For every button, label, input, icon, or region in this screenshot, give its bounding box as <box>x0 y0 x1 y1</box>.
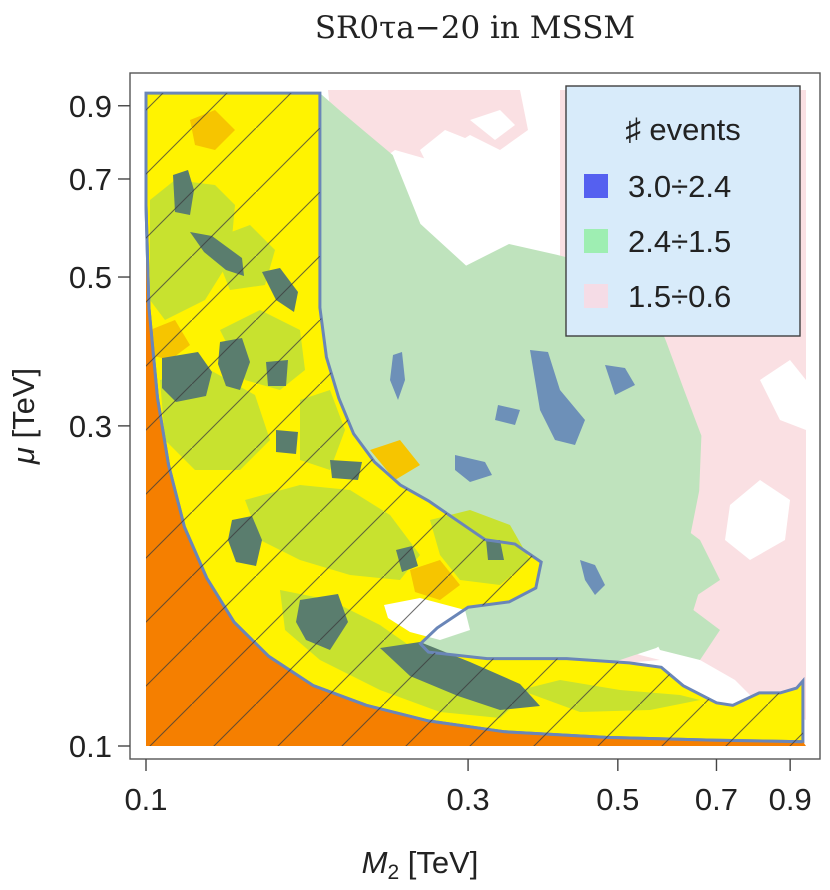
x-axis: 0.1 0.3 0.5 0.7 0.9 <box>124 759 812 817</box>
white-hole-4 <box>470 110 515 140</box>
y-axis-label-unit: [TeV] <box>6 368 41 447</box>
legend-label-0: 3.0÷2.4 <box>628 169 731 204</box>
white-hole-2 <box>760 360 806 430</box>
y-axis-label-var: μ <box>6 447 41 465</box>
x-tick-label-2: 0.5 <box>596 782 639 817</box>
blue-island-1 <box>605 365 635 395</box>
x-axis-label-unit: [TeV] <box>399 845 478 880</box>
y-tick-label-2: 0.5 <box>69 260 112 295</box>
legend-swatch-0 <box>584 174 608 198</box>
white-hole-1 <box>725 480 790 560</box>
y-axis: 0.1 0.3 0.5 0.7 0.9 <box>69 89 130 764</box>
legend-swatch-2 <box>584 284 608 308</box>
y-tick-label-0: 0.1 <box>69 729 112 764</box>
x-axis-label-sub: 2 <box>387 861 399 884</box>
y-tick-label-4: 0.9 <box>69 89 112 124</box>
x-axis-label-var: M <box>362 845 388 880</box>
blue-island-3 <box>390 352 405 400</box>
x-axis-label: M2 [TeV] <box>362 845 479 884</box>
legend-label-1: 2.4÷1.5 <box>628 224 731 259</box>
y-tick-label-3: 0.7 <box>69 162 112 197</box>
x-tick-label-4: 0.9 <box>769 782 812 817</box>
blue-island-4 <box>455 455 492 482</box>
x-tick-label-3: 0.7 <box>695 782 738 817</box>
x-tick-label-0: 0.1 <box>124 782 167 817</box>
plot-frame <box>129 72 821 760</box>
blue-island-2 <box>495 405 520 425</box>
green-region-extra-1 <box>620 510 720 600</box>
blue-island-5 <box>580 560 605 595</box>
y-tick-label-1: 0.3 <box>69 409 112 444</box>
green-region <box>319 93 702 661</box>
chart-title: SR0τa−20 in MSSM <box>315 10 635 46</box>
green-region-extra-2 <box>640 600 720 660</box>
legend-label-2: 1.5÷0.6 <box>628 279 731 314</box>
legend-title: ♯ events <box>625 112 740 147</box>
legend: ♯ events 3.0÷2.4 2.4÷1.5 1.5÷0.6 <box>565 85 801 337</box>
x-tick-label-1: 0.3 <box>447 782 490 817</box>
blue-island-0 <box>530 350 585 445</box>
orange-patch-3 <box>370 440 420 480</box>
y-axis-label: μ [TeV] <box>6 368 41 465</box>
legend-entries: 3.0÷2.4 2.4÷1.5 1.5÷0.6 <box>584 169 731 314</box>
legend-swatch-1 <box>584 229 608 253</box>
white-hole-0 <box>420 130 470 170</box>
